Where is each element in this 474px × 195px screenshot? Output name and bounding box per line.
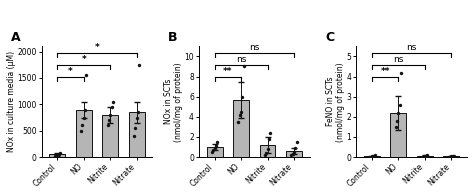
Y-axis label: NOx in SCTs
(nmol/mg of protein): NOx in SCTs (nmol/mg of protein)	[164, 62, 183, 142]
Point	[237, 110, 245, 113]
Point	[288, 153, 295, 157]
Point	[109, 100, 117, 103]
Point	[422, 154, 430, 158]
Point	[449, 154, 456, 158]
Point	[266, 131, 274, 135]
Point	[52, 154, 60, 157]
Point	[236, 113, 244, 116]
Point	[421, 155, 428, 158]
Point	[212, 144, 220, 148]
Point	[82, 108, 89, 111]
Point	[82, 74, 90, 77]
Point	[446, 155, 454, 158]
Point	[130, 135, 138, 138]
Point	[368, 155, 376, 158]
Text: *: *	[95, 43, 100, 52]
Y-axis label: NOx in culture media (μM): NOx in culture media (μM)	[7, 51, 16, 152]
Point	[107, 113, 114, 116]
Bar	[260, 145, 275, 157]
Point	[131, 127, 139, 130]
Text: ns: ns	[393, 55, 403, 64]
Bar	[286, 151, 302, 157]
Point	[77, 129, 85, 132]
Point	[370, 154, 377, 158]
Point	[133, 116, 140, 119]
Bar	[102, 115, 118, 157]
Bar	[129, 112, 145, 157]
Point	[214, 140, 221, 144]
Point	[419, 155, 426, 159]
Point	[293, 140, 301, 144]
Text: C: C	[325, 31, 334, 44]
Bar	[364, 156, 380, 157]
Text: ns: ns	[406, 43, 417, 52]
Y-axis label: FeNO in SCTs
(nmol/mg of protein): FeNO in SCTs (nmol/mg of protein)	[326, 62, 345, 142]
Text: *: *	[68, 67, 73, 76]
Point	[54, 153, 61, 157]
Point	[55, 153, 63, 156]
Bar	[443, 156, 459, 157]
Point	[365, 155, 373, 159]
Text: ns: ns	[249, 43, 259, 52]
Bar	[417, 156, 433, 157]
Point	[450, 154, 457, 157]
Point	[292, 146, 299, 150]
Bar	[233, 100, 249, 157]
Point	[136, 63, 143, 66]
Point	[419, 155, 427, 158]
Text: *: *	[82, 55, 86, 64]
Point	[447, 155, 455, 158]
Text: B: B	[168, 31, 177, 44]
Point	[265, 137, 273, 141]
Text: **: **	[381, 67, 390, 76]
Point	[235, 120, 242, 123]
Point	[424, 154, 431, 157]
Point	[238, 95, 246, 98]
Point	[445, 155, 452, 159]
Text: **: **	[223, 67, 233, 76]
Text: A: A	[10, 31, 20, 44]
Point	[264, 147, 271, 151]
Point	[134, 111, 142, 114]
Point	[396, 103, 403, 106]
Point	[290, 151, 298, 154]
Point	[395, 111, 402, 114]
Point	[392, 125, 400, 129]
Bar	[391, 113, 406, 157]
Point	[393, 119, 401, 122]
Text: ns: ns	[236, 55, 246, 64]
Point	[80, 116, 88, 119]
Point	[240, 65, 247, 68]
Bar	[49, 154, 65, 157]
Point	[104, 124, 111, 127]
Point	[210, 149, 217, 152]
Point	[211, 146, 219, 150]
Point	[289, 152, 296, 155]
Point	[261, 153, 269, 157]
Point	[105, 119, 113, 122]
Bar	[207, 147, 223, 157]
Point	[108, 105, 115, 109]
Point	[79, 124, 86, 127]
Point	[263, 152, 270, 155]
Point	[367, 155, 374, 158]
Point	[371, 154, 378, 157]
Point	[397, 71, 405, 74]
Point	[56, 152, 64, 155]
Bar	[76, 110, 92, 157]
Point	[208, 151, 216, 154]
Point	[51, 154, 59, 158]
